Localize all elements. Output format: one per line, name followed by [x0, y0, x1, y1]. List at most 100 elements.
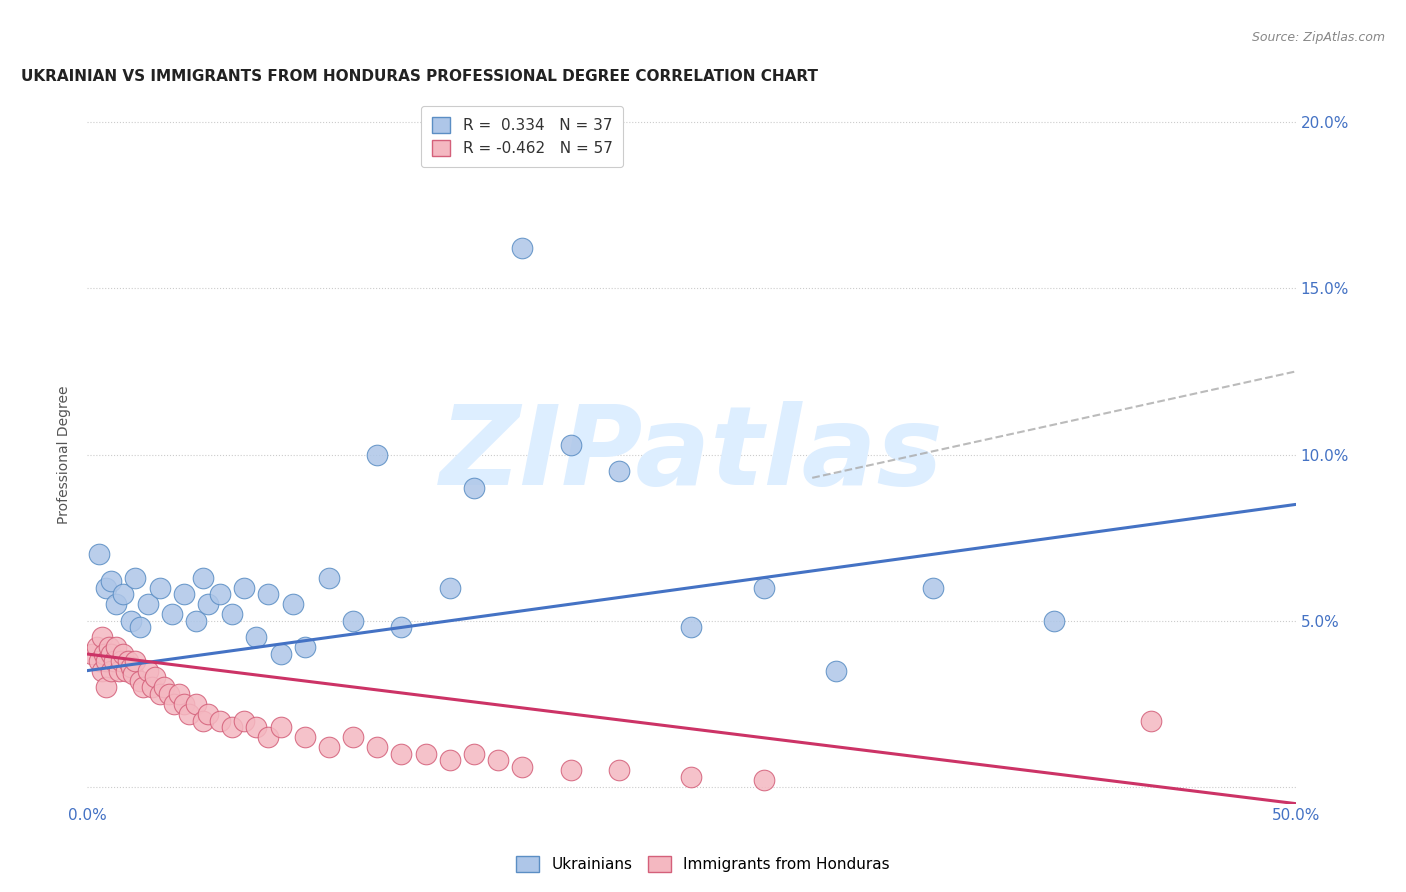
Point — [486, 753, 509, 767]
Point — [173, 697, 195, 711]
Point — [100, 574, 122, 588]
Text: Source: ZipAtlas.com: Source: ZipAtlas.com — [1251, 31, 1385, 45]
Point — [607, 464, 630, 478]
Point — [1043, 614, 1066, 628]
Point — [96, 680, 118, 694]
Point — [105, 640, 128, 655]
Point — [96, 581, 118, 595]
Point — [257, 587, 280, 601]
Point — [141, 680, 163, 694]
Point — [143, 670, 166, 684]
Point — [191, 570, 214, 584]
Point — [510, 760, 533, 774]
Point — [117, 654, 139, 668]
Point — [160, 607, 183, 621]
Point — [825, 664, 848, 678]
Point — [184, 614, 207, 628]
Point — [233, 714, 256, 728]
Point — [96, 654, 118, 668]
Point — [114, 664, 136, 678]
Point — [270, 647, 292, 661]
Point — [221, 720, 243, 734]
Point — [281, 597, 304, 611]
Point — [366, 740, 388, 755]
Point — [681, 770, 703, 784]
Point — [163, 697, 186, 711]
Point — [157, 687, 180, 701]
Point — [389, 747, 412, 761]
Point — [439, 753, 461, 767]
Point — [177, 706, 200, 721]
Point — [752, 773, 775, 788]
Point — [342, 614, 364, 628]
Point — [1139, 714, 1161, 728]
Point — [129, 620, 152, 634]
Point — [510, 242, 533, 256]
Point — [294, 640, 316, 655]
Point — [149, 581, 172, 595]
Point — [439, 581, 461, 595]
Point — [149, 687, 172, 701]
Point — [80, 647, 103, 661]
Point — [167, 687, 190, 701]
Point — [197, 597, 219, 611]
Point — [366, 448, 388, 462]
Point — [560, 437, 582, 451]
Point — [463, 481, 485, 495]
Point — [100, 647, 122, 661]
Point — [89, 547, 111, 561]
Point — [132, 680, 155, 694]
Point — [560, 764, 582, 778]
Point — [100, 664, 122, 678]
Point — [89, 654, 111, 668]
Point — [93, 647, 115, 661]
Point — [110, 654, 132, 668]
Point — [90, 664, 112, 678]
Point — [112, 587, 135, 601]
Y-axis label: Professional Degree: Professional Degree — [58, 385, 72, 524]
Point — [97, 640, 120, 655]
Point — [294, 730, 316, 744]
Point — [233, 581, 256, 595]
Point — [124, 570, 146, 584]
Point — [120, 660, 142, 674]
Point — [86, 640, 108, 655]
Point — [107, 664, 129, 678]
Point — [90, 631, 112, 645]
Legend: Ukrainians, Immigrants from Honduras: Ukrainians, Immigrants from Honduras — [509, 848, 897, 880]
Point — [752, 581, 775, 595]
Point — [103, 654, 125, 668]
Point — [124, 654, 146, 668]
Point — [389, 620, 412, 634]
Text: UKRAINIAN VS IMMIGRANTS FROM HONDURAS PROFESSIONAL DEGREE CORRELATION CHART: UKRAINIAN VS IMMIGRANTS FROM HONDURAS PR… — [21, 69, 818, 84]
Legend: R =  0.334   N = 37, R = -0.462   N = 57: R = 0.334 N = 37, R = -0.462 N = 57 — [422, 106, 623, 167]
Point — [415, 747, 437, 761]
Point — [184, 697, 207, 711]
Point — [318, 740, 340, 755]
Point — [245, 631, 267, 645]
Point — [129, 673, 152, 688]
Point — [318, 570, 340, 584]
Text: ZIPatlas: ZIPatlas — [440, 401, 943, 508]
Point — [257, 730, 280, 744]
Point — [270, 720, 292, 734]
Point — [105, 597, 128, 611]
Point — [197, 706, 219, 721]
Point — [245, 720, 267, 734]
Point — [173, 587, 195, 601]
Point — [122, 667, 145, 681]
Point — [136, 597, 159, 611]
Point — [153, 680, 176, 694]
Point — [607, 764, 630, 778]
Point — [209, 587, 232, 601]
Point — [922, 581, 945, 595]
Point — [463, 747, 485, 761]
Point — [120, 614, 142, 628]
Point — [191, 714, 214, 728]
Point — [681, 620, 703, 634]
Point — [209, 714, 232, 728]
Point — [136, 664, 159, 678]
Point — [342, 730, 364, 744]
Point — [112, 647, 135, 661]
Point — [221, 607, 243, 621]
